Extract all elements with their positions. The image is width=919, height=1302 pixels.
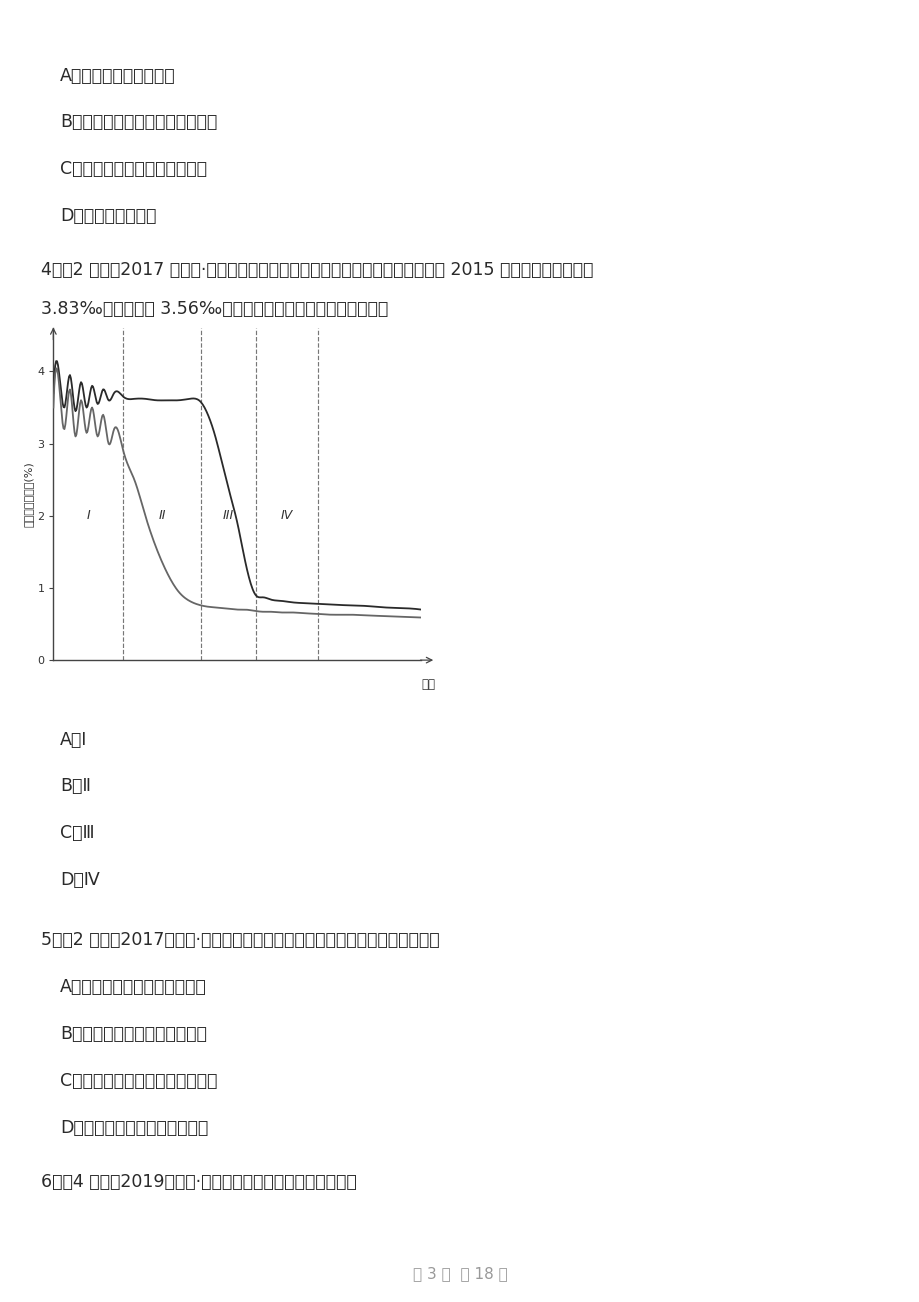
Text: B．Ⅱ: B．Ⅱ [60, 777, 91, 796]
Text: 3.83‰，死亡率为 3.56‰。该地人口增长所处阶段是（　　）: 3.83‰，死亡率为 3.56‰。该地人口增长所处阶段是（ ） [41, 299, 388, 318]
Text: C．某地区所能承载的最佳人口数: C．某地区所能承载的最佳人口数 [60, 1072, 217, 1090]
Text: 第 3 页  共 18 页: 第 3 页 共 18 页 [413, 1266, 506, 1281]
Text: A．Ⅰ: A．Ⅰ [60, 730, 87, 749]
Text: IV: IV [280, 509, 293, 522]
Text: D．Ⅳ: D．Ⅳ [60, 871, 99, 889]
Text: II: II [158, 509, 165, 522]
Text: B．加强城乡之间的思想文化交流: B．加强城乡之间的思想文化交流 [60, 113, 217, 132]
Text: 时间: 时间 [421, 677, 436, 690]
Text: D．一个国家和地区的适度人口: D．一个国家和地区的适度人口 [60, 1118, 208, 1137]
Text: C．缓解农村劳动力不足的矛盾: C．缓解农村劳动力不足的矛盾 [60, 160, 207, 178]
Text: A．环境所能容纳的最大人口数: A．环境所能容纳的最大人口数 [60, 978, 207, 996]
Text: 4．（2 分）（2017 高三下·浙江月考）下图是不同时期人口增长情况，读图回答 2015 年某地人口出生率为: 4．（2 分）（2017 高三下·浙江月考）下图是不同时期人口增长情况，读图回答… [41, 260, 593, 279]
Text: B．环境所能容纳的最小人口数: B．环境所能容纳的最小人口数 [60, 1025, 207, 1043]
Text: I: I [86, 509, 90, 522]
Text: III: III [222, 509, 233, 522]
Text: D．对农村有益无害: D．对农村有益无害 [60, 207, 156, 225]
Text: A．扩大了城乡收入差距: A．扩大了城乡收入差距 [60, 66, 176, 85]
Text: 5．（2 分）（2017高一下·宜春月考）简单地说，环境人口容量就是指（　　）: 5．（2 分）（2017高一下·宜春月考）简单地说，环境人口容量就是指（ ） [41, 931, 439, 949]
Y-axis label: 出生率与死亡率(%): 出生率与死亡率(%) [23, 461, 33, 527]
Text: C．Ⅲ: C．Ⅲ [60, 824, 95, 842]
Text: 6．（4 分）（2019高二上·杭州期中）读图，完成下列各题。: 6．（4 分）（2019高二上·杭州期中）读图，完成下列各题。 [41, 1173, 357, 1191]
